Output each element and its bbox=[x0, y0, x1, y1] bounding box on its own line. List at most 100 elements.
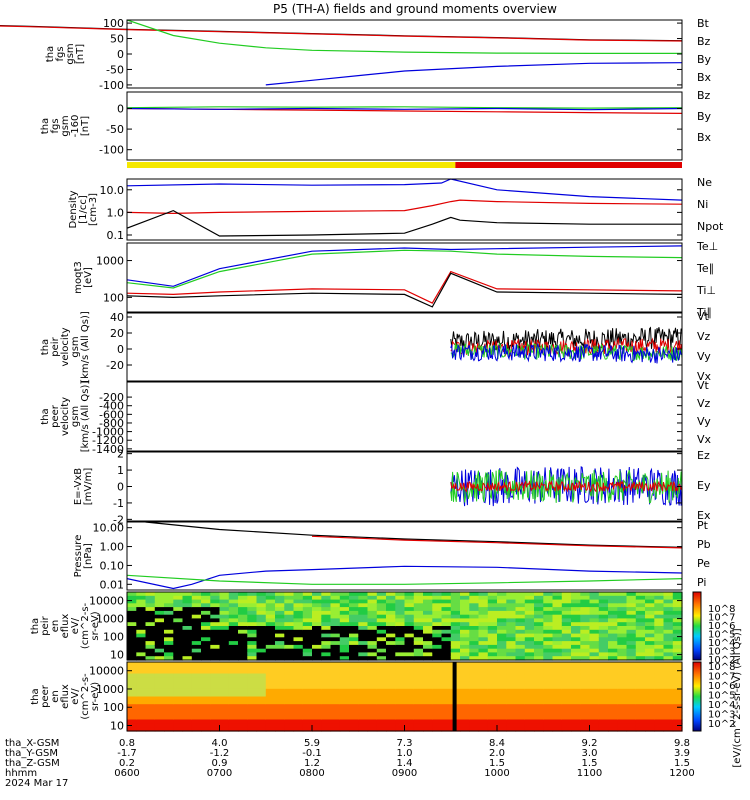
heatmap-cell bbox=[265, 626, 276, 631]
heatmap-cell bbox=[145, 592, 156, 597]
heatmap-cell bbox=[561, 618, 572, 623]
heatmap-cell bbox=[173, 618, 184, 623]
heatmap-cell bbox=[589, 633, 600, 638]
heatmap-cell bbox=[432, 626, 443, 631]
heatmap-cell bbox=[460, 622, 470, 627]
heatmap-cell bbox=[247, 700, 258, 705]
heatmap-cell bbox=[561, 662, 572, 667]
heatmap-cell bbox=[358, 711, 369, 717]
heatmap-cell bbox=[543, 711, 554, 717]
heatmap-cell bbox=[219, 662, 230, 667]
heatmap-cell bbox=[561, 719, 572, 724]
heatmap-cell bbox=[210, 652, 221, 657]
heatmap-cell bbox=[173, 723, 184, 728]
ylabel-line: (cm^2-s- bbox=[80, 602, 91, 649]
heatmap-cell bbox=[404, 641, 415, 646]
heatmap-cell bbox=[376, 618, 387, 623]
heatmap-cell bbox=[645, 696, 655, 701]
heatmap-cell bbox=[247, 652, 258, 657]
time-axis-value: 0.9 bbox=[212, 758, 228, 769]
heatmap-cell bbox=[228, 662, 239, 667]
ytick-label: 1000 bbox=[96, 683, 124, 696]
heatmap-cell bbox=[312, 700, 322, 705]
heatmap-gap bbox=[452, 662, 457, 731]
ytick-label: 1000 bbox=[96, 255, 124, 268]
heatmap-cell bbox=[617, 603, 628, 608]
heatmap-cell bbox=[136, 723, 147, 728]
heatmap-cell bbox=[663, 652, 674, 657]
heatmap-cell bbox=[478, 681, 489, 686]
heatmap-cell bbox=[663, 637, 674, 642]
heatmap-cell bbox=[182, 662, 193, 667]
legend-entry: Te⊥ bbox=[696, 240, 718, 253]
heatmap-cell bbox=[376, 644, 387, 650]
heatmap-cell bbox=[469, 592, 480, 597]
heatmap-cell bbox=[145, 656, 156, 661]
ytick-label: 0.10 bbox=[100, 559, 125, 572]
heatmap-cell bbox=[339, 673, 350, 678]
heatmap-cell bbox=[302, 652, 313, 657]
heatmap-cell bbox=[154, 648, 165, 654]
heatmap-cell bbox=[626, 652, 637, 657]
heatmap-cell bbox=[598, 614, 609, 620]
heatmap-cell bbox=[293, 595, 304, 601]
heatmap-cell bbox=[349, 715, 359, 721]
ytick-label: 100 bbox=[103, 17, 124, 30]
heatmap-cell bbox=[256, 662, 267, 667]
heatmap-cell bbox=[469, 656, 480, 661]
heatmap-cell bbox=[136, 652, 147, 657]
heatmap-cell bbox=[469, 719, 480, 724]
panel-frame bbox=[126, 91, 683, 161]
ylabel-line: velocity bbox=[60, 397, 71, 436]
heatmap-cell bbox=[330, 708, 341, 713]
heatmap-cell bbox=[617, 592, 628, 597]
ylabel-line: tha bbox=[30, 688, 41, 704]
heatmap-cell bbox=[293, 692, 304, 698]
heatmap-cell bbox=[228, 599, 239, 604]
heatmap-cell bbox=[321, 629, 332, 635]
ylabel-line: moqt3 bbox=[73, 261, 84, 294]
heatmap-cell bbox=[367, 696, 378, 701]
heatmap-cell bbox=[460, 626, 470, 631]
heatmap-cell bbox=[173, 629, 184, 635]
heatmap-cell bbox=[395, 629, 406, 635]
time-axis-value: 0600 bbox=[114, 768, 139, 779]
heatmap-cell bbox=[182, 696, 193, 701]
heatmap-cell bbox=[154, 644, 165, 650]
heatmap-cell bbox=[645, 681, 655, 686]
heatmap-cell bbox=[154, 711, 165, 717]
heatmap-cell bbox=[312, 708, 322, 713]
heatmap-cell bbox=[404, 618, 415, 623]
heatmap-cell bbox=[423, 595, 433, 601]
heatmap-cell bbox=[191, 677, 202, 682]
heatmap-cell bbox=[145, 711, 156, 717]
ylabel-line: peir bbox=[40, 615, 51, 635]
heatmap-cell bbox=[164, 603, 174, 608]
time-axis-value: 9.2 bbox=[582, 738, 598, 749]
heatmap-cell bbox=[136, 696, 147, 701]
heatmap-cell bbox=[293, 592, 304, 597]
heatmap-cell bbox=[423, 656, 433, 661]
heatmap-cell bbox=[524, 681, 535, 686]
heatmap-cell bbox=[247, 673, 258, 678]
heatmap-cell bbox=[164, 637, 174, 642]
series-density-Ne bbox=[126, 199, 683, 215]
heatmap-cell bbox=[284, 727, 295, 732]
heatmap-cell bbox=[367, 685, 378, 690]
heatmap-cell bbox=[404, 723, 415, 728]
heatmap-cell bbox=[506, 704, 517, 709]
heatmap-cell bbox=[469, 626, 480, 631]
heatmap-cell bbox=[460, 652, 470, 657]
ylabel-line: tha bbox=[30, 618, 41, 634]
heatmap-cell bbox=[580, 723, 591, 728]
heatmap-cell bbox=[478, 711, 489, 717]
heatmap-cell bbox=[191, 704, 202, 709]
series-temperature-Te⊥ bbox=[126, 270, 683, 304]
heatmap-cell bbox=[321, 626, 332, 631]
legend-entry: Ni bbox=[697, 198, 708, 211]
heatmap-cell bbox=[413, 685, 424, 690]
heatmap-cell bbox=[395, 727, 406, 732]
heatmap-cell bbox=[238, 656, 248, 661]
heatmap-cell bbox=[608, 677, 618, 682]
